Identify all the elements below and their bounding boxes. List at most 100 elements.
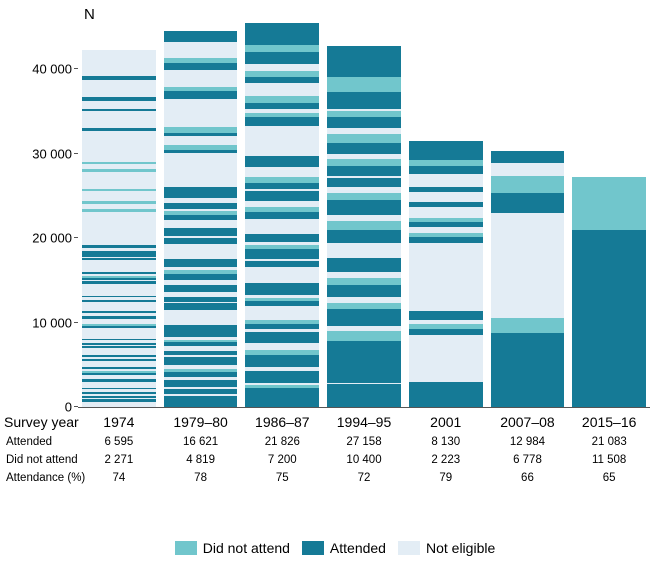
bar-segment xyxy=(82,162,156,165)
bar-segment xyxy=(82,260,156,272)
bar-segment xyxy=(164,357,238,365)
bar-segment xyxy=(245,301,319,306)
bar xyxy=(409,141,483,407)
bar-segment xyxy=(245,183,319,189)
table-row: 6 59516 62121 82627 1588 13012 98421 083 xyxy=(78,436,650,448)
bar-segment xyxy=(327,176,401,179)
bar-segment xyxy=(82,367,156,369)
bar-segment xyxy=(164,228,238,236)
bar-segment xyxy=(82,375,156,379)
table-cell: 75 xyxy=(241,472,323,484)
table-row-label: Survey year xyxy=(4,414,79,430)
bar-segment xyxy=(82,164,156,169)
bar-segment xyxy=(245,113,319,117)
bar-segment xyxy=(491,193,565,213)
bar-segment xyxy=(327,243,401,258)
bar-column xyxy=(487,28,569,407)
bar-segment xyxy=(409,218,483,222)
bar-segment xyxy=(572,230,646,407)
table-cell: 2 223 xyxy=(405,454,487,466)
bar-segment xyxy=(82,257,156,258)
bar-segment xyxy=(245,83,319,97)
bar-segment xyxy=(82,369,156,372)
bar-segment xyxy=(409,192,483,202)
bar-segment xyxy=(82,343,156,345)
bar-segment xyxy=(164,377,238,379)
table-row: 2 2714 8197 20010 4002 2236 77811 508 xyxy=(78,454,650,466)
y-tick-mark xyxy=(74,68,78,69)
bar-segment xyxy=(327,258,401,272)
bar-segment xyxy=(327,134,401,142)
bar-column xyxy=(160,28,242,407)
bar-segment xyxy=(82,245,156,248)
bar-segment xyxy=(164,342,238,345)
bar-segment xyxy=(164,236,238,239)
bar-segment xyxy=(409,243,483,311)
bar-segment xyxy=(245,191,319,201)
bar-segment xyxy=(164,203,238,209)
legend-item: Did not attend xyxy=(175,540,290,556)
legend-label: Did not attend xyxy=(203,540,290,556)
bar-segment xyxy=(327,128,401,134)
table-cell: 2 271 xyxy=(78,454,160,466)
bar-segment xyxy=(491,318,565,332)
bar-segment xyxy=(245,267,319,283)
bar-segment xyxy=(327,384,401,407)
table-cell: 2001 xyxy=(405,414,487,430)
bar-segment xyxy=(82,340,156,343)
bar-segment xyxy=(164,303,238,310)
bar-segment xyxy=(82,258,156,260)
bar xyxy=(491,151,565,407)
bar-segment xyxy=(245,234,319,242)
table-cell: 65 xyxy=(568,472,650,484)
bar-segment xyxy=(245,64,319,71)
bar-segment xyxy=(245,189,319,191)
table-cell: 21 083 xyxy=(568,436,650,448)
bar-segment xyxy=(82,248,156,251)
bar-segment xyxy=(164,220,238,228)
bar-segment xyxy=(164,355,238,357)
bar-segment xyxy=(82,313,156,316)
y-tick-mark xyxy=(74,406,78,407)
bar-segment xyxy=(82,345,156,346)
bar-segment xyxy=(327,326,401,331)
bar-segment xyxy=(82,388,156,390)
bar-segment xyxy=(164,340,238,343)
bar-segment xyxy=(82,382,156,388)
bar-segment xyxy=(82,357,156,359)
bar-segment xyxy=(409,187,483,192)
bar-segment xyxy=(164,63,238,71)
bar-segment xyxy=(82,204,156,208)
y-tick-label: 20 000 xyxy=(26,231,72,246)
bar-segment xyxy=(82,189,156,192)
bar-segment xyxy=(82,379,156,382)
bar-segment xyxy=(82,76,156,79)
bar-segment xyxy=(164,337,238,340)
bar-segment xyxy=(245,201,319,207)
bar-segment xyxy=(82,355,156,357)
legend-swatch xyxy=(302,541,324,555)
bar-segment xyxy=(164,244,238,259)
bar-segment xyxy=(409,237,483,243)
bar-segment xyxy=(245,117,319,125)
bar-segment xyxy=(327,178,401,186)
bar-segment xyxy=(491,213,565,319)
bar-segment xyxy=(491,163,565,176)
table-cell: 74 xyxy=(78,472,160,484)
bar-segment xyxy=(164,351,238,355)
bar-segment xyxy=(82,396,156,398)
y-tick-label: 0 xyxy=(26,400,72,415)
bar-segment xyxy=(82,361,156,366)
bar-segment xyxy=(164,325,238,337)
table-cell: 72 xyxy=(323,472,405,484)
bar-segment xyxy=(164,99,238,127)
table-cell: 21 826 xyxy=(241,436,323,448)
bar-segment xyxy=(245,298,319,301)
table-cell: 27 158 xyxy=(323,436,405,448)
bar-segment xyxy=(82,280,156,281)
bar-segment xyxy=(245,45,319,52)
bar-segment xyxy=(82,300,156,302)
chart-container: N 010 00020 00030 00040 000 Survey year1… xyxy=(0,0,670,564)
bar-segment xyxy=(82,97,156,101)
bar-segment xyxy=(164,285,238,292)
